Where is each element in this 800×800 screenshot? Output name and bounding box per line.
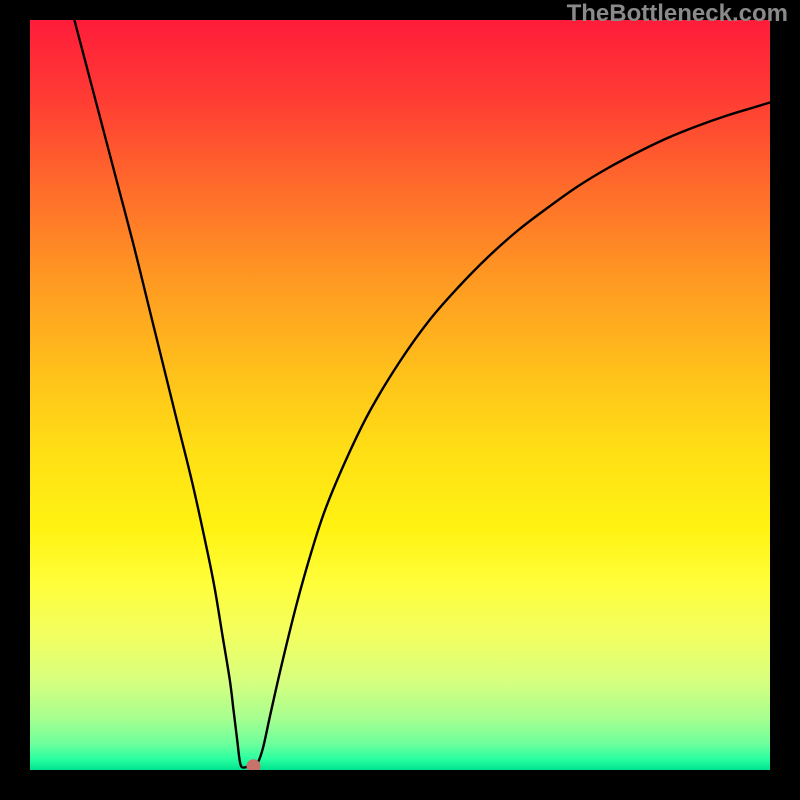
bottleneck-curve-chart — [30, 20, 770, 770]
optimal-point-marker — [247, 760, 260, 770]
chart-plot-area — [30, 20, 770, 770]
watermark-text: TheBottleneck.com — [567, 0, 788, 28]
chart-background-gradient — [30, 20, 770, 770]
